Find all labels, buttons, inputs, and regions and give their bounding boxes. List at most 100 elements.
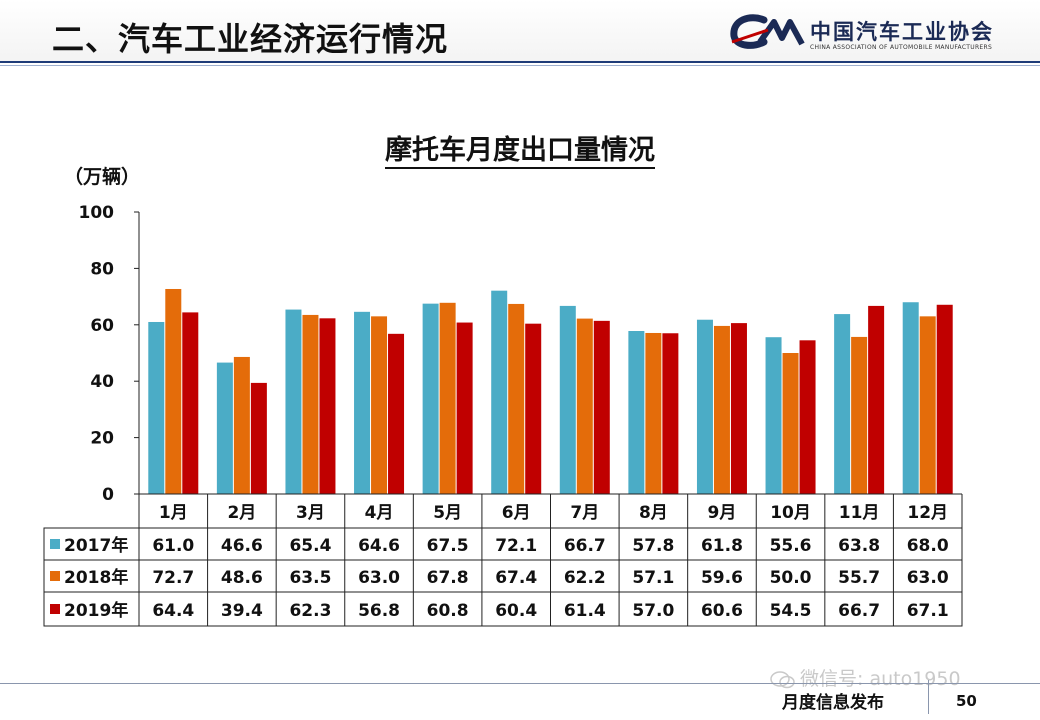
bar-2017年-10月 — [765, 337, 782, 494]
table-value: 64.4 — [152, 601, 194, 621]
x-category-label: 2月 — [227, 503, 256, 523]
bar-2017年-9月 — [696, 319, 713, 494]
bar-2018年-4月 — [371, 316, 388, 494]
watermark-text: 微信号: auto1950 — [800, 668, 961, 690]
table-value: 48.6 — [221, 568, 263, 588]
footer-label: 月度信息发布 — [782, 693, 884, 713]
bar-2019年-12月 — [936, 304, 953, 494]
table-value: 72.1 — [495, 536, 537, 556]
bar-2018年-3月 — [302, 314, 319, 494]
table-value: 46.6 — [221, 536, 263, 556]
table-value: 57.0 — [632, 601, 674, 621]
bar-2018年-1月 — [165, 288, 182, 494]
legend-label: 2019年 — [64, 600, 128, 621]
bar-2018年-10月 — [782, 353, 799, 494]
table-value: 54.5 — [770, 601, 812, 621]
x-category-label: 10月 — [770, 503, 811, 523]
table-value: 63.5 — [289, 568, 331, 588]
x-category-label: 3月 — [296, 503, 325, 523]
bar-2019年-7月 — [593, 320, 610, 494]
bar-2018年-12月 — [919, 316, 936, 494]
table-value: 59.6 — [701, 568, 743, 588]
table-value: 56.8 — [358, 601, 400, 621]
x-category-label: 8月 — [639, 503, 668, 523]
bar-2018年-8月 — [645, 332, 662, 494]
chart-title-text: 摩托车月度出口量情况 — [385, 135, 655, 169]
bar-2019年-10月 — [799, 340, 816, 494]
table-value: 60.8 — [427, 601, 469, 621]
x-category-label: 1月 — [159, 503, 188, 523]
table-value: 39.4 — [221, 601, 263, 621]
bar-2017年-3月 — [285, 309, 302, 494]
bar-2018年-11月 — [851, 336, 868, 494]
bar-2017年-7月 — [559, 305, 576, 494]
table-value: 67.4 — [495, 568, 537, 588]
y-tick-label: 20 — [90, 429, 114, 449]
bar-2017年-2月 — [216, 362, 233, 494]
legend-key-2018年 — [50, 571, 60, 581]
bar-2018年-6月 — [508, 303, 525, 494]
association-logo: 中国汽车工业协会 CHINA ASSOCIATION OF AUTOMOBILE… — [730, 12, 1030, 60]
table-value: 67.1 — [907, 601, 949, 621]
bar-2019年-4月 — [388, 333, 405, 494]
x-category-label: 12月 — [907, 503, 948, 523]
bar-2019年-5月 — [456, 322, 473, 494]
x-category-label: 11月 — [839, 503, 880, 523]
y-tick-label: 60 — [90, 316, 114, 336]
table-value: 60.4 — [495, 601, 537, 621]
logo-name: 中国汽车工业协会 — [810, 20, 994, 44]
bar-2017年-12月 — [902, 302, 919, 494]
x-category-label: 4月 — [365, 503, 394, 523]
table-value: 63.8 — [838, 536, 880, 556]
bar-2019年-8月 — [662, 333, 679, 494]
page-number: 50 — [956, 692, 977, 710]
table-value: 57.1 — [632, 568, 674, 588]
bar-2019年-11月 — [868, 305, 885, 494]
table-value: 61.4 — [564, 601, 606, 621]
slide-title: 二、汽车工业经济运行情况 — [52, 20, 449, 58]
table-value: 62.3 — [289, 601, 331, 621]
bar-2018年-7月 — [576, 318, 593, 494]
wechat-icon — [770, 670, 795, 688]
bar-2017年-4月 — [354, 311, 371, 494]
table-value: 55.7 — [838, 568, 880, 588]
bar-2017年-11月 — [834, 314, 851, 494]
table-value: 67.5 — [427, 536, 469, 556]
header-divider — [0, 61, 1040, 63]
table-value: 55.6 — [770, 536, 812, 556]
y-tick-label: 0 — [102, 485, 114, 505]
x-category-label: 7月 — [570, 503, 599, 523]
table-value: 66.7 — [838, 601, 880, 621]
bar-2019年-2月 — [250, 382, 267, 494]
bar-2017年-8月 — [628, 331, 645, 494]
table-value: 62.2 — [564, 568, 606, 588]
x-category-label: 9月 — [708, 503, 737, 523]
table-value: 57.8 — [632, 536, 674, 556]
y-axis-unit-label: （万辆） — [64, 166, 141, 188]
bar-2017年-1月 — [148, 321, 165, 494]
table-value: 63.0 — [358, 568, 400, 588]
bar-2018年-5月 — [439, 302, 456, 494]
table-value: 64.6 — [358, 536, 400, 556]
bar-2019年-9月 — [730, 323, 747, 494]
bar-2019年-3月 — [319, 318, 336, 494]
table-value: 61.0 — [152, 536, 194, 556]
x-category-label: 6月 — [502, 503, 531, 523]
logo-subtitle: CHINA ASSOCIATION OF AUTOMOBILE MANUFACT… — [810, 44, 993, 51]
chart-title: 摩托车月度出口量情况 — [0, 128, 1040, 169]
y-tick-label: 100 — [79, 203, 115, 223]
bar-2018年-2月 — [233, 356, 250, 494]
bar-2019年-1月 — [182, 312, 199, 494]
legend-label: 2018年 — [64, 567, 128, 588]
bar-2017年-5月 — [422, 303, 439, 494]
logo-mark-icon — [730, 14, 805, 49]
wechat-watermark: 微信号: auto1950 — [770, 664, 961, 691]
y-tick-label: 40 — [90, 372, 114, 392]
bar-2018年-9月 — [713, 325, 730, 494]
table-value: 63.0 — [907, 568, 949, 588]
header-divider-thin — [0, 65, 1040, 66]
table-value: 50.0 — [770, 568, 812, 588]
legend-label: 2017年 — [64, 535, 128, 556]
table-value: 68.0 — [907, 536, 949, 556]
